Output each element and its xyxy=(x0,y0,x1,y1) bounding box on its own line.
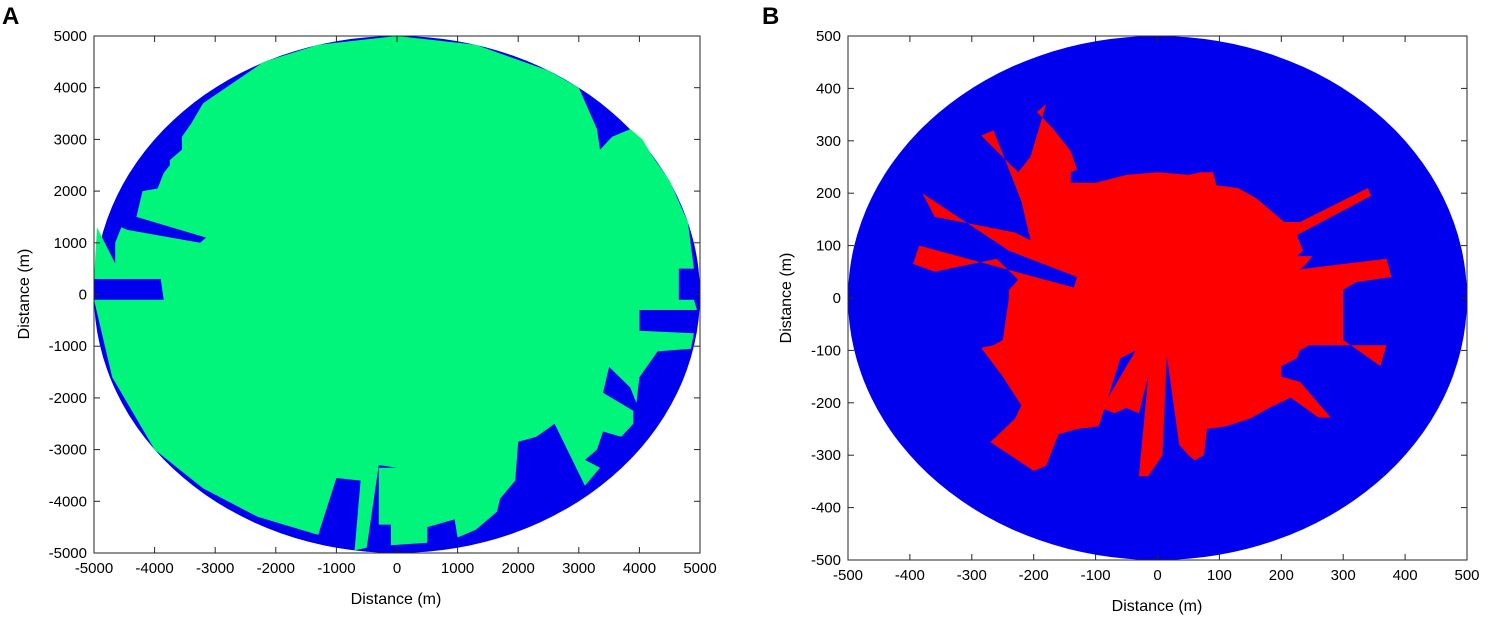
panel-b-y-tick-label: 200 xyxy=(816,185,841,202)
panel-a-x-tick-label: -2000 xyxy=(257,560,295,577)
panel-b-y-tick-label: -200 xyxy=(811,395,841,412)
panel-a-y-tick-label: 3000 xyxy=(54,131,87,148)
panel-a-data-area xyxy=(94,36,700,553)
panel-b-plot: -500 -400 -300 -200 -100 0 100 200 300 400 500 -500… xyxy=(811,28,1480,584)
panel-b-x-tick-label: -400 xyxy=(895,567,925,584)
panel-b-y-tick-label: -100 xyxy=(811,342,841,359)
panel-a-y-tick-label: -3000 xyxy=(49,442,87,459)
panel-b-x-tick-label: -500 xyxy=(833,567,863,584)
panel-b-y-tick-label: -300 xyxy=(811,447,841,464)
panel-a-y-tick-label: 1000 xyxy=(54,235,87,252)
panel-a-y-tick-label: 4000 xyxy=(54,80,87,97)
panel-b-x-tick-label: -300 xyxy=(957,567,987,584)
panel-a-inner-region xyxy=(94,36,697,551)
panel-a-y-tick-label: -1000 xyxy=(49,338,87,355)
panel-b-x-tick-label: -100 xyxy=(1081,567,1111,584)
panel-a-y-tick-label: -5000 xyxy=(49,545,87,562)
panel-b-y-tick-label: 100 xyxy=(816,238,841,255)
panel-a-y-tick-label: 2000 xyxy=(54,183,87,200)
panel-a-x-tick-label: -1000 xyxy=(317,560,355,577)
panel-b-y-axis-label: Distance (m) xyxy=(778,253,795,344)
panel-b-y-tick-label: -500 xyxy=(811,552,841,569)
panel-b-y-tick-label: 500 xyxy=(816,28,841,45)
panel-a-x-tick-label: 5000 xyxy=(683,560,716,577)
panel-a-x-tick-label: 3000 xyxy=(562,560,595,577)
panel-a-plot: -5000 -4000 -3000 -2000 -1000 0 1000 2000 3000 40… xyxy=(49,28,717,577)
panel-a-y-tick-label: -4000 xyxy=(49,493,87,510)
panel-a-x-tick-label: 4000 xyxy=(623,560,656,577)
panel-a-x-tick-label: 0 xyxy=(393,560,401,577)
panel-a-y-axis-label: Distance (m) xyxy=(16,249,33,340)
panel-a-x-tick-label: -4000 xyxy=(135,560,173,577)
panel-a-x-tick-label: 1000 xyxy=(441,560,474,577)
panel-a-y-tick-label: 0 xyxy=(79,287,87,304)
panel-b-x-tick-label: 200 xyxy=(1269,567,1294,584)
panel-label-b: B xyxy=(762,3,779,30)
panel-b-x-tick-label: 500 xyxy=(1454,567,1479,584)
panel-b-x-axis-label: Distance (m) xyxy=(1112,598,1203,615)
panel-b-x-tick-label: 100 xyxy=(1207,567,1232,584)
panel-a-x-tick-label: 2000 xyxy=(502,560,535,577)
panel-b-x-tick-label: 300 xyxy=(1331,567,1356,584)
panel-b-data-area xyxy=(848,36,1467,560)
panel-b-x-tick-label: 400 xyxy=(1393,567,1418,584)
panel-b-y-tick-label: 400 xyxy=(816,80,841,97)
panel-a-x-tick-label: -3000 xyxy=(196,560,234,577)
panel-a-x-tick-label: -5000 xyxy=(75,560,113,577)
panel-label-a: A xyxy=(2,3,19,30)
panel-b-inner-region xyxy=(913,104,1392,477)
panel-a-y-tick-label: -2000 xyxy=(49,390,87,407)
panel-b-x-tick-label: 0 xyxy=(1153,567,1161,584)
panel-b-y-tick-label: -400 xyxy=(811,500,841,517)
panel-b-x-tick-label: -200 xyxy=(1019,567,1049,584)
panel-a-x-axis-label: Distance (m) xyxy=(351,591,442,608)
panel-b-y-tick-label: 0 xyxy=(833,290,841,307)
panel-a-y-tick-label: 5000 xyxy=(54,28,87,45)
panel-b-y-tick-label: 300 xyxy=(816,133,841,150)
